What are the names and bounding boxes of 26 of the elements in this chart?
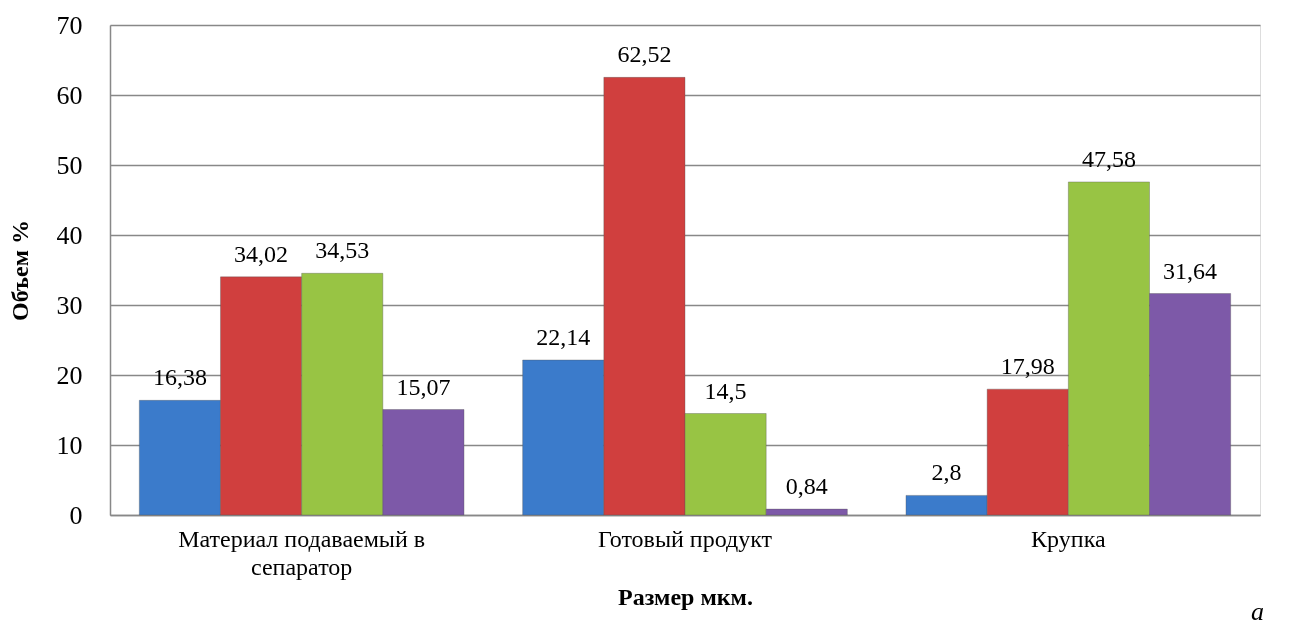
y-tick-label: 60 [56,80,83,110]
y-tick-label: 70 [56,10,83,40]
data-label: 16,38 [152,364,207,391]
data-label: 47,58 [1081,145,1136,172]
x-axis-title: Размер мкм. [618,583,753,610]
data-label: 31,64 [1163,257,1218,284]
y-axis-title: Объем % [6,219,33,322]
data-label: 22,14 [536,324,591,351]
y-tick-label: 30 [56,290,83,320]
data-label: 14,5 [704,377,747,404]
y-tick-label: 10 [56,430,83,460]
x-tick-label: Крупка [1031,525,1106,552]
data-label: 62,52 [617,41,672,68]
data-label: 15,07 [396,373,451,400]
data-label: 0,84 [785,473,828,500]
data-label: 2,8 [931,459,962,486]
y-tick-label: 40 [56,220,83,250]
data-label: 17,98 [1000,353,1055,380]
data-label: 34,53 [315,237,370,264]
x-tick-label: Материал подаваемый в сепаратор [178,525,426,580]
text: а [1251,597,1264,623]
y-tick-label: 50 [56,150,83,180]
y-tick-label: 20 [56,360,83,390]
x-tick-label: Готовый продукт [597,525,773,552]
data-label: 34,02 [234,240,289,267]
y-tick-label: 0 [69,500,83,530]
